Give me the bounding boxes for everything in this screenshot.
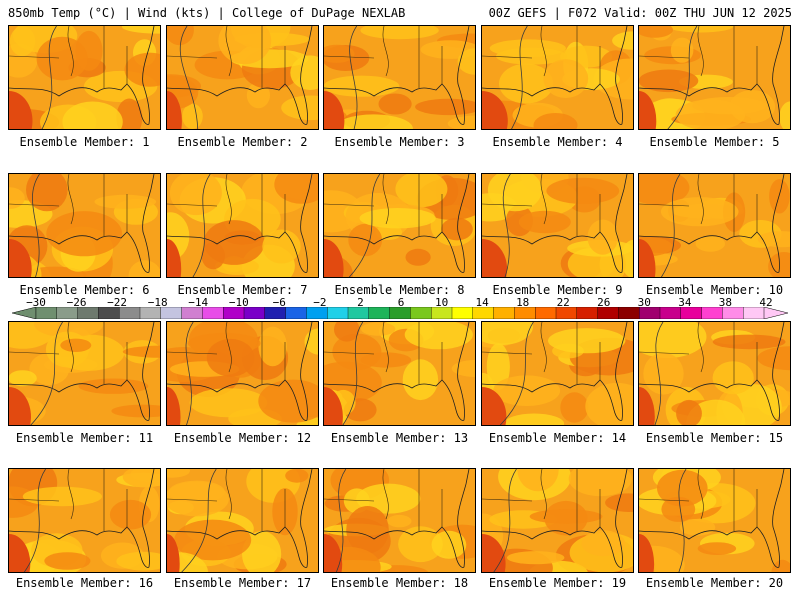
map-title: 850mb Temp (°C) | Wind (kts) | College o… [8, 6, 406, 20]
color-scale-tick-label: 38 [718, 296, 733, 309]
ensemble-member-map [8, 468, 161, 573]
color-scale-tick-label: 34 [678, 296, 692, 309]
ensemble-member-map [323, 25, 476, 130]
temperature-field [639, 26, 790, 129]
color-scale-bin [618, 307, 640, 319]
temperature-field [639, 322, 790, 425]
temperature-field [167, 469, 318, 572]
ensemble-member-label: Ensemble Member: 3 [334, 135, 465, 149]
temperature-field [482, 174, 633, 277]
temperature-field [324, 26, 475, 129]
ensemble-member-label: Ensemble Member: 20 [645, 576, 784, 590]
ensemble-member-map [166, 321, 319, 426]
color-scale-high-arrow [763, 307, 788, 319]
ensemble-member-map [481, 173, 634, 278]
color-scale-tick-label: −10 [228, 296, 249, 309]
temperature-field [639, 174, 790, 277]
ensemble-member-map [166, 173, 319, 278]
color-scale-tick-label: −2 [313, 296, 327, 309]
ensemble-member-label: Ensemble Member: 4 [492, 135, 623, 149]
ensemble-member-label: Ensemble Member: 8 [334, 283, 465, 297]
ensemble-member-label: Ensemble Member: 2 [177, 135, 308, 149]
color-scale-tick-label: −30 [26, 296, 46, 309]
color-scale-tick-label: −26 [66, 296, 87, 309]
temperature-field [482, 26, 633, 129]
ensemble-member-label: Ensemble Member: 6 [19, 283, 150, 297]
ensemble-member-map [8, 321, 161, 426]
temperature-field [167, 174, 318, 277]
ensemble-member-label: Ensemble Member: 1 [19, 135, 150, 149]
temperature-field [482, 322, 633, 425]
color-scale-tick-label: 30 [637, 296, 651, 309]
ensemble-member-label: Ensemble Member: 10 [645, 283, 784, 297]
color-scale-bin [535, 307, 557, 319]
color-scale-tick-label: 6 [397, 296, 405, 309]
color-scale-bin [493, 307, 515, 319]
color-scale-tick-label: 18 [516, 296, 530, 309]
ensemble-member-label: Ensemble Member: 11 [15, 431, 154, 445]
ensemble-member-map [638, 468, 791, 573]
ensemble-member-label: Ensemble Member: 14 [488, 431, 627, 445]
color-scale-bin [285, 307, 307, 319]
ensemble-member-map [638, 321, 791, 426]
color-scale-tick-label: −22 [107, 296, 128, 309]
ensemble-member-map [638, 173, 791, 278]
color-scale-tick-label: 14 [475, 296, 489, 309]
ensemble-member-map [323, 468, 476, 573]
ensemble-member-label: Ensemble Member: 16 [15, 576, 154, 590]
color-scale-tick-label: 22 [556, 296, 570, 309]
temperature-field [167, 322, 318, 425]
temperature-field [482, 469, 633, 572]
model-valid-time: 00Z GEFS | F072 Valid: 00Z THU JUN 12 20… [488, 6, 792, 20]
ensemble-member-map [8, 173, 161, 278]
ensemble-member-map [638, 25, 791, 130]
ensemble-member-map [166, 25, 319, 130]
temperature-field [9, 469, 160, 572]
temperature-field [639, 469, 790, 572]
temperature-field [9, 26, 160, 129]
ensemble-member-label: Ensemble Member: 15 [645, 431, 784, 445]
ensemble-member-map [323, 321, 476, 426]
ensemble-member-map [481, 321, 634, 426]
color-scale-tick-label: −14 [188, 296, 209, 309]
ensemble-member-label: Ensemble Member: 9 [492, 283, 623, 297]
temperature-field [9, 322, 160, 425]
ensemble-member-label: Ensemble Member: 13 [330, 431, 469, 445]
color-scale-tick-label: 10 [434, 296, 449, 309]
ensemble-member-map [481, 25, 634, 130]
ensemble-member-label: Ensemble Member: 17 [173, 576, 312, 590]
color-scale-bin [327, 307, 349, 319]
ensemble-member-map [8, 25, 161, 130]
ensemble-member-label: Ensemble Member: 12 [173, 431, 312, 445]
color-scale-tick-label: 42 [759, 296, 773, 309]
ensemble-member-map [166, 468, 319, 573]
temperature-field [324, 322, 475, 425]
temperature-field [324, 174, 475, 277]
temperature-field [324, 469, 475, 572]
color-scale-bin [368, 307, 391, 319]
color-scale-tick-label: −6 [272, 296, 286, 309]
temperature-color-scale [12, 307, 788, 319]
temperature-field [9, 174, 160, 277]
color-scale-tick-label: 2 [357, 296, 364, 309]
ensemble-member-map [323, 173, 476, 278]
temperature-field [167, 26, 318, 129]
color-scale-bin [576, 307, 599, 319]
ensemble-member-label: Ensemble Member: 18 [330, 576, 469, 590]
ensemble-member-label: Ensemble Member: 19 [488, 576, 627, 590]
ensemble-member-label: Ensemble Member: 5 [649, 135, 780, 149]
color-scale-tick-label: 26 [597, 296, 611, 309]
color-scale-tick-label: −18 [147, 296, 168, 309]
ensemble-member-label: Ensemble Member: 7 [177, 283, 308, 297]
color-scale-bin [451, 307, 474, 319]
color-scale-bin [410, 307, 432, 319]
ensemble-member-map [481, 468, 634, 573]
